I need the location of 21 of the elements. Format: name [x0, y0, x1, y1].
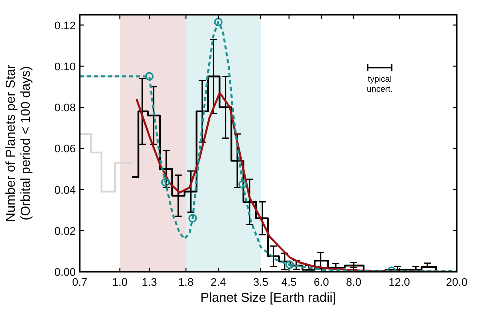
annotation: typical uncert.	[367, 74, 393, 94]
y-tick-label: 0.04	[54, 184, 76, 197]
y-tick-label: 0.02	[54, 226, 76, 238]
x-tick-label: 8.0	[346, 277, 362, 289]
x-tick-label: 1.8	[178, 277, 194, 289]
y-tick-label: 0.00	[54, 267, 76, 279]
y-tick-label: 0.06	[54, 144, 76, 156]
x-tick-label: 1.3	[142, 277, 158, 289]
x-tick-label: 12.0	[388, 277, 410, 289]
y-tick-label: 0.08	[54, 102, 76, 115]
x-tick-label: 6.0	[314, 277, 330, 289]
x-tick-label: 4.5	[282, 277, 297, 289]
x-tick-label: 2.4	[210, 277, 226, 289]
y-tick-label: 0.12	[54, 20, 76, 32]
x-tick-label: 0.7	[72, 277, 88, 289]
x-tick-label: 3.5	[253, 277, 269, 289]
x-axis-title: Planet Size [Earth radii]	[200, 290, 336, 305]
x-tick-label: 1.0	[112, 277, 128, 289]
y-tick-label: 0.10	[54, 61, 76, 74]
y-axis-title: Number of Planets per Star (Orbital period < 100 days)	[3, 64, 33, 222]
x-tick-label: 20.0	[446, 277, 468, 289]
